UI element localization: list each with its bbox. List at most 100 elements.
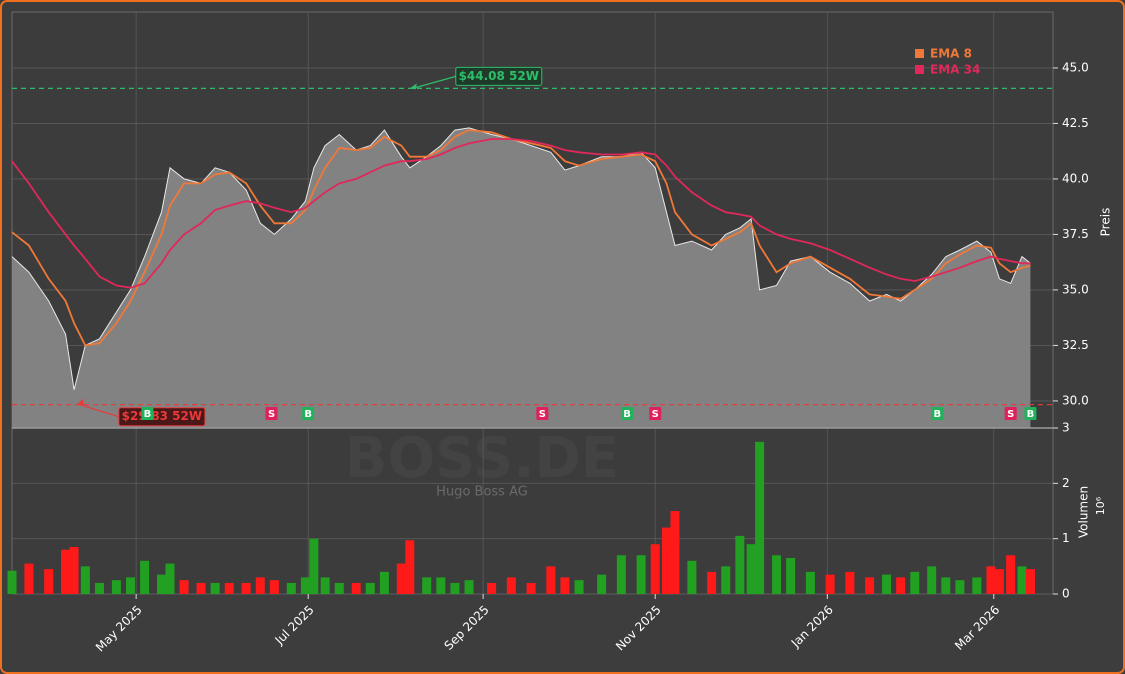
volume-bar xyxy=(735,535,745,594)
y-tick-label: 1 xyxy=(1062,531,1070,545)
volume-bar xyxy=(224,582,234,594)
volume-bar xyxy=(179,580,189,594)
volume-bar xyxy=(910,571,920,594)
volume-bar xyxy=(755,441,765,594)
volume-bar xyxy=(941,577,951,594)
volume-bar xyxy=(707,571,717,594)
volume-bar xyxy=(636,555,646,594)
volume-bar xyxy=(255,577,265,594)
arrow-head xyxy=(76,398,84,405)
signal-label: S xyxy=(652,409,659,420)
annotation-arrow xyxy=(412,75,456,89)
volume-bar xyxy=(422,577,432,594)
signal-marker xyxy=(1004,407,1017,420)
volume-unit: 10⁶ xyxy=(1094,496,1107,515)
volume-bar xyxy=(805,571,815,594)
signal-marker xyxy=(931,407,944,420)
volume-bar xyxy=(241,582,251,594)
volume-bar xyxy=(772,555,782,594)
legend-swatch xyxy=(915,65,924,74)
volume-bar xyxy=(882,574,892,594)
volume-bar xyxy=(845,571,855,594)
volume-bar xyxy=(994,569,1004,594)
volume-bar xyxy=(379,571,389,594)
volume-bar xyxy=(746,544,756,594)
signal-label: S xyxy=(1007,409,1014,420)
y-tick-label: 35.0 xyxy=(1062,282,1089,296)
signal-label: B xyxy=(304,409,312,420)
volume-bar xyxy=(506,577,516,594)
signal-marker xyxy=(621,407,634,420)
volume-bar xyxy=(786,558,796,594)
volume-bar xyxy=(436,577,446,594)
legend-label: EMA 34 xyxy=(930,63,980,77)
arrow-head xyxy=(409,83,417,90)
signal-label: B xyxy=(144,409,152,420)
signal-marker xyxy=(1024,407,1037,420)
signal-marker xyxy=(265,407,278,420)
volume-bar xyxy=(721,566,731,594)
volume-bar xyxy=(560,577,570,594)
volume-bar xyxy=(69,546,79,594)
volume-bar xyxy=(1025,569,1035,594)
volume-axis-label: Volumen xyxy=(1077,486,1091,538)
volume-bar xyxy=(616,555,626,594)
y-tick-label: 40.0 xyxy=(1062,171,1089,185)
volume-bar xyxy=(351,582,361,594)
volume-bar xyxy=(111,580,121,594)
annotation-label: $29.83 52W xyxy=(122,409,202,423)
volume-bar xyxy=(165,563,175,594)
y-tick-label: 3 xyxy=(1062,421,1070,435)
legend-swatch xyxy=(915,49,924,58)
y-tick-label: 37.5 xyxy=(1062,227,1089,241)
volume-bar xyxy=(80,566,90,594)
volume-bar xyxy=(1017,566,1027,594)
volume-bar xyxy=(526,582,536,594)
signal-label: B xyxy=(623,409,631,420)
annotation-arrow xyxy=(79,404,120,418)
volume-bar xyxy=(405,540,415,594)
signal-label: B xyxy=(934,409,942,420)
y-tick-label: 42.5 xyxy=(1062,116,1089,130)
annotation-box xyxy=(455,66,543,86)
signal-label: S xyxy=(268,409,275,420)
volume-bar xyxy=(24,563,34,594)
signal-label: B xyxy=(1027,409,1035,420)
volume-bar xyxy=(140,560,150,594)
volume-bar xyxy=(320,577,330,594)
volume-bar xyxy=(300,577,310,594)
volume-bar xyxy=(157,574,167,594)
volume-bar xyxy=(196,582,206,594)
volume-bar xyxy=(125,577,135,594)
ema-line xyxy=(11,138,1031,289)
volume-bar xyxy=(927,566,937,594)
volume-bar xyxy=(396,563,406,594)
signal-label: S xyxy=(539,409,546,420)
y-tick-label: 45.0 xyxy=(1062,60,1089,74)
volume-bar xyxy=(269,580,279,594)
volume-bar xyxy=(955,580,965,594)
volume-bar xyxy=(286,582,296,594)
signal-marker xyxy=(536,407,549,420)
y-axis-label: Preis xyxy=(1099,208,1113,237)
volume-bar xyxy=(825,574,835,594)
signal-marker xyxy=(141,407,154,420)
annotation-box xyxy=(118,407,206,427)
volume-bar xyxy=(986,566,996,594)
volume-bar xyxy=(662,527,672,594)
y-tick-label: 0 xyxy=(1062,587,1070,601)
volume-bar xyxy=(309,538,319,594)
symbol-watermark: BOSS.DE xyxy=(345,426,619,491)
y-tick-label: 32.5 xyxy=(1062,338,1089,352)
volume-bar xyxy=(44,569,54,594)
annotation-label: $44.08 52W xyxy=(459,69,539,83)
signal-marker xyxy=(649,407,662,420)
y-tick-label: 30.0 xyxy=(1062,393,1089,407)
price-area xyxy=(12,127,1031,429)
volume-bar xyxy=(487,582,497,594)
volume-bar xyxy=(464,580,474,594)
volume-bar xyxy=(365,582,375,594)
signal-marker xyxy=(302,407,315,420)
volume-bar xyxy=(546,566,556,594)
volume-bar xyxy=(450,582,460,594)
